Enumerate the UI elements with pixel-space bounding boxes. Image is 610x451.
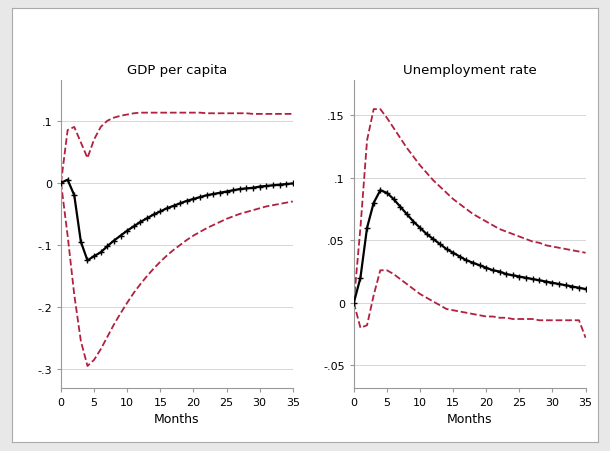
Title: Unemployment rate: Unemployment rate	[403, 64, 537, 77]
X-axis label: Months: Months	[447, 412, 492, 425]
X-axis label: Months: Months	[154, 412, 199, 425]
Title: GDP per capita: GDP per capita	[127, 64, 227, 77]
